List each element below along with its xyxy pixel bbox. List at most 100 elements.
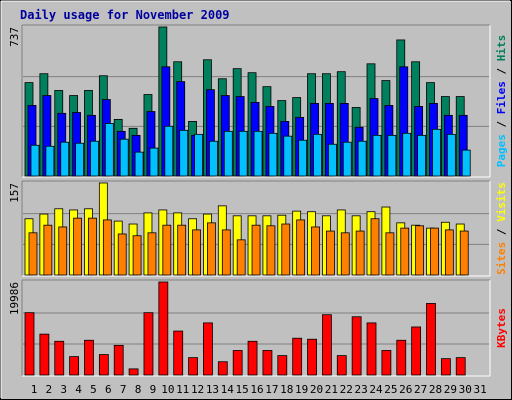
bar (162, 224, 172, 276)
x-tick-label: 2 (46, 383, 53, 396)
bar (223, 130, 233, 177)
legend-entry: Sites (495, 242, 508, 275)
bar (400, 227, 410, 276)
bar (75, 142, 85, 177)
bar (236, 239, 246, 276)
bar (461, 149, 471, 177)
bar (411, 326, 422, 376)
bar (217, 361, 228, 376)
bar (45, 145, 55, 177)
bar (69, 356, 80, 376)
bar (340, 232, 350, 276)
x-tick-label: 21 (325, 383, 338, 396)
bar (119, 138, 129, 177)
bar (366, 322, 377, 376)
bar (164, 125, 174, 177)
bar (283, 135, 293, 177)
bar (173, 330, 184, 376)
legend-entry: Hits (495, 35, 508, 62)
bar (307, 338, 317, 376)
bar (58, 226, 68, 276)
bar (149, 147, 159, 177)
bar (192, 229, 201, 276)
legend: Pages / Files / Hits (495, 35, 508, 168)
bar (98, 354, 109, 376)
bar (132, 235, 142, 276)
x-tick-label: 27 (414, 383, 427, 396)
bar (134, 151, 144, 177)
bar (372, 134, 382, 177)
bar (432, 128, 441, 177)
legend-entry: KBytes (495, 308, 508, 348)
bar (60, 141, 70, 177)
bar (177, 224, 187, 276)
legend: KBytes (495, 308, 508, 348)
bar (446, 133, 456, 177)
bar (232, 350, 243, 376)
legend-separator: / (495, 222, 508, 242)
legend-separator: / (495, 114, 508, 134)
legend: Sites / Visits (495, 182, 508, 275)
bar (194, 133, 203, 177)
x-tick-label: 17 (265, 383, 278, 396)
legend-separator: / (495, 61, 508, 81)
bar (207, 222, 216, 276)
bar (298, 139, 308, 177)
x-tick-label: 26 (399, 383, 412, 396)
x-tick-label: 29 (444, 383, 457, 396)
bar (128, 368, 139, 376)
x-tick-label: 24 (369, 383, 383, 396)
x-tick-label: 15 (236, 383, 249, 396)
x-tick-label: 25 (384, 383, 397, 396)
x-tick-label: 7 (120, 383, 127, 396)
x-tick-label: 9 (150, 383, 157, 396)
bar (387, 134, 397, 177)
x-tick-label: 12 (191, 383, 204, 396)
x-tick-label: 4 (75, 383, 82, 396)
bar (188, 357, 198, 376)
x-tick-label: 10 (161, 383, 174, 396)
y-tick-label: 19986 (8, 282, 21, 315)
y-tick-label: 157 (8, 183, 21, 203)
bar (28, 232, 38, 276)
bar (143, 312, 154, 376)
bar (90, 140, 99, 177)
bar (355, 230, 365, 276)
x-tick-label: 23 (355, 383, 368, 396)
bar (311, 226, 320, 276)
bar (455, 357, 466, 376)
bar (209, 140, 218, 177)
bar (43, 224, 53, 276)
bar (24, 312, 35, 376)
x-tick-label: 13 (206, 383, 219, 396)
bar (313, 133, 322, 177)
x-tick-label: 6 (105, 383, 112, 396)
bar (158, 281, 169, 376)
x-tick-label: 19 (295, 383, 308, 396)
bar (415, 225, 425, 276)
x-tick-label: 20 (310, 383, 323, 396)
x-tick-label: 3 (60, 383, 67, 396)
bar (266, 225, 276, 276)
bar (247, 340, 258, 376)
bar (426, 303, 436, 376)
x-tick-label: 1 (31, 383, 38, 396)
bar (342, 141, 352, 177)
bar (268, 132, 278, 177)
x-tick-label: 30 (459, 383, 472, 396)
bar (357, 140, 367, 177)
bar (54, 340, 65, 376)
bar (238, 130, 248, 177)
x-tick-label: 18 (280, 383, 293, 396)
bar (402, 132, 412, 177)
bar (459, 230, 469, 276)
x-tick-label: 31 (473, 383, 486, 396)
bar (351, 316, 362, 376)
bar (321, 314, 332, 376)
bar (221, 229, 231, 276)
bar (430, 227, 439, 276)
legend-entry: Pages (495, 134, 508, 167)
bar (277, 355, 288, 376)
legend-entry: Visits (495, 182, 508, 222)
bar (84, 339, 94, 376)
